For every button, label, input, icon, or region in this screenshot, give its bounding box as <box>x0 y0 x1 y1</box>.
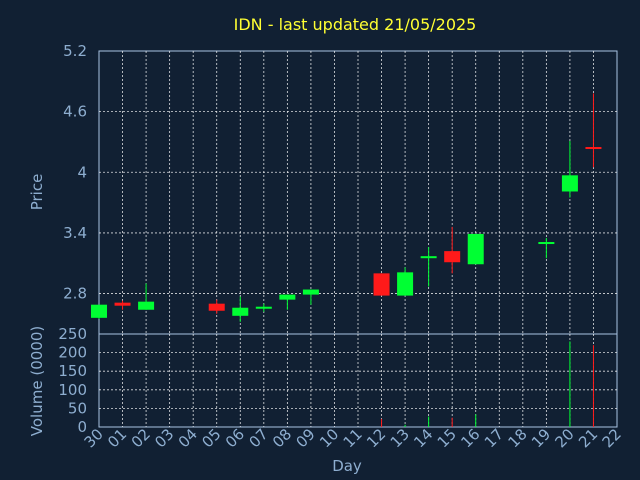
chart-title: IDN - last updated 21/05/2025 <box>234 15 477 34</box>
x-tick-label: 10 <box>316 425 342 451</box>
x-tick-label: 07 <box>245 425 271 451</box>
price-tick-label: 3.4 <box>63 224 87 242</box>
x-tick-label: 19 <box>528 425 554 451</box>
x-tick-label: 05 <box>198 425 224 451</box>
x-tick-label: 17 <box>481 425 507 451</box>
x-tick-label: 12 <box>363 425 389 451</box>
x-tick-label: 11 <box>340 425 366 451</box>
candle-body <box>420 256 437 259</box>
candle-body <box>585 147 602 150</box>
volume-tick-label: 0 <box>77 418 87 436</box>
candle-body <box>255 306 272 309</box>
x-tick-label: 01 <box>104 425 130 451</box>
x-tick-label: 22 <box>599 425 625 451</box>
candle-body <box>91 304 107 318</box>
price-tick-label: 4 <box>77 163 87 181</box>
volume-tick-label: 150 <box>58 362 87 380</box>
x-tick-label: 21 <box>575 425 601 451</box>
candle-body <box>302 289 319 295</box>
x-tick-label: 13 <box>387 425 413 451</box>
candle-body <box>279 294 296 300</box>
volume-tick-label: 100 <box>58 381 87 399</box>
volume-axis-label: Volume (0000) <box>28 326 46 436</box>
x-tick-label: 06 <box>222 425 248 451</box>
candle-body <box>397 272 414 296</box>
price-candles <box>91 93 602 322</box>
candle-body <box>373 273 390 296</box>
price-tick-label: 2.8 <box>63 285 87 303</box>
x-tick-label: 14 <box>410 425 436 451</box>
x-tick-label: 20 <box>552 425 578 451</box>
x-axis-label: Day <box>332 457 362 475</box>
candle-body <box>561 175 578 192</box>
x-tick-label: 08 <box>269 425 295 451</box>
volume-bars <box>381 341 594 427</box>
volume-tick-label: 50 <box>68 399 87 417</box>
x-tick-label: 04 <box>175 425 201 451</box>
candle-body <box>538 242 555 245</box>
candle-body <box>232 307 249 316</box>
price-tick-label: 5.2 <box>63 42 87 60</box>
x-tick-label: 18 <box>504 425 530 451</box>
grid-lines <box>99 51 617 427</box>
volume-tick-label: 200 <box>58 344 87 362</box>
candle-body <box>444 251 461 263</box>
x-tick-label: 16 <box>457 425 483 451</box>
price-tick-label: 4.6 <box>63 103 87 121</box>
x-tick-label: 09 <box>293 425 319 451</box>
candle-body <box>208 303 225 311</box>
candle-body <box>114 302 131 306</box>
price-axis-label: Price <box>28 174 46 211</box>
x-tick-label: 15 <box>434 425 460 451</box>
candle-body <box>138 301 155 310</box>
volume-tick-label: 250 <box>58 325 87 343</box>
x-tick-label: 02 <box>128 425 154 451</box>
candle-body <box>467 233 484 265</box>
x-tick-label: 03 <box>151 425 177 451</box>
